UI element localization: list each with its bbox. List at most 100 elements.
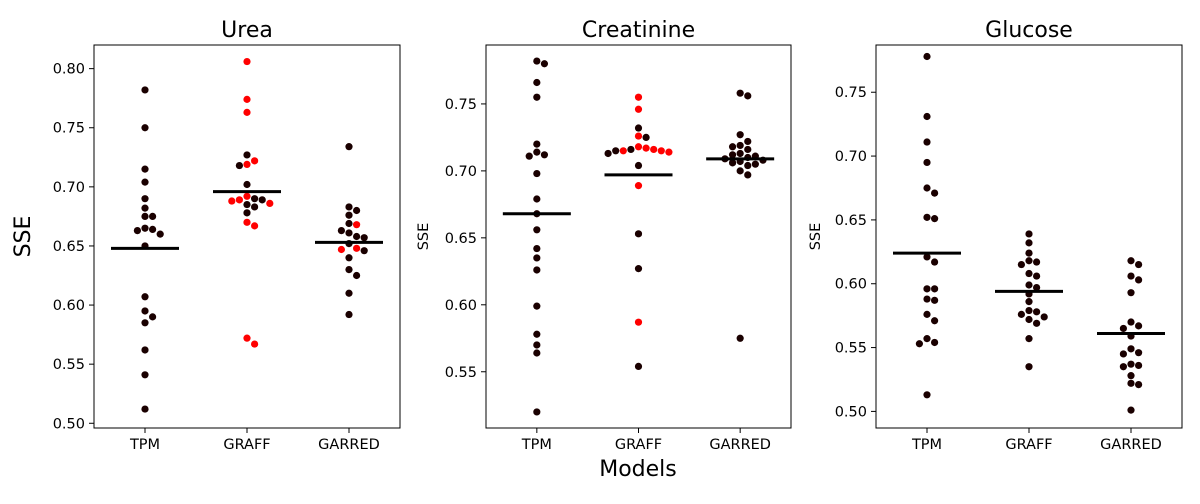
y-tick-label: 0.50 xyxy=(835,404,867,420)
data-point xyxy=(923,335,931,343)
data-point xyxy=(141,204,149,212)
data-point xyxy=(923,295,931,303)
data-point xyxy=(604,149,612,158)
data-point xyxy=(149,225,157,234)
data-point xyxy=(141,212,149,221)
data-point xyxy=(533,349,541,357)
data-point xyxy=(634,182,643,190)
data-point xyxy=(235,196,243,204)
panel-glucose: Glucose 0.50 0.55 0.60 0.65 0.70 0.75 SSE TPM GRA… xyxy=(808,18,1183,453)
data-point xyxy=(1040,313,1048,321)
panel-creatinine: Creatinine 0.55 0.60 0.65 0.70 0.75 SSE TPM GRAF… xyxy=(416,18,792,453)
data-point xyxy=(243,160,251,168)
data-point xyxy=(141,293,149,301)
data-point xyxy=(1025,298,1033,306)
data-point xyxy=(525,152,533,160)
data-point xyxy=(345,219,353,228)
data-point xyxy=(141,178,149,186)
data-point xyxy=(657,147,665,155)
data-point xyxy=(1025,363,1033,371)
data-point xyxy=(141,224,149,232)
y-tick-label: 0.60 xyxy=(445,298,477,314)
data-point xyxy=(1135,361,1143,370)
data-point xyxy=(931,215,939,223)
data-point xyxy=(251,222,259,230)
y-tick-label: 0.50 xyxy=(53,416,85,432)
y-tick-label: 0.70 xyxy=(835,149,867,165)
data-point xyxy=(1025,335,1033,343)
data-point xyxy=(634,93,643,101)
data-point xyxy=(1127,372,1135,380)
data-point xyxy=(736,131,744,139)
data-point xyxy=(533,244,541,253)
data-point xyxy=(1127,345,1135,353)
y-axis-label: SSE xyxy=(11,216,36,258)
data-point xyxy=(1033,258,1041,266)
data-point xyxy=(736,149,744,158)
data-point xyxy=(634,230,643,238)
data-point xyxy=(251,340,259,348)
data-point xyxy=(1119,324,1127,333)
y-tick-label: 0.70 xyxy=(53,180,85,196)
data-point xyxy=(923,285,931,293)
data-point xyxy=(243,151,251,159)
data-point xyxy=(360,234,368,242)
data-point xyxy=(642,144,650,152)
data-point xyxy=(1119,363,1127,371)
data-point xyxy=(133,226,141,235)
y-tick-label: 0.75 xyxy=(835,85,867,101)
data-point xyxy=(1025,257,1033,265)
data-point xyxy=(345,254,353,262)
data-point xyxy=(228,197,236,205)
data-point xyxy=(1127,360,1135,368)
data-point xyxy=(149,313,157,321)
data-point xyxy=(736,167,744,175)
y-tick-label: 0.60 xyxy=(835,277,867,293)
data-point xyxy=(634,318,643,326)
data-point xyxy=(627,145,635,154)
panel-title: Creatinine xyxy=(582,18,695,43)
data-point xyxy=(1135,260,1143,269)
data-point xyxy=(141,346,149,354)
data-point xyxy=(243,334,251,342)
data-point xyxy=(612,147,620,155)
data-point xyxy=(243,200,251,209)
data-point xyxy=(744,171,752,179)
data-point xyxy=(533,148,541,156)
data-point xyxy=(1033,308,1041,316)
x-tick-label: GRAFF xyxy=(1005,437,1052,453)
data-point xyxy=(149,212,157,221)
y-tick-label: 0.65 xyxy=(445,231,477,247)
data-point xyxy=(141,405,149,413)
data-point xyxy=(923,213,931,221)
x-tick-label: GRAFF xyxy=(615,437,662,453)
data-point xyxy=(345,203,353,211)
data-point xyxy=(533,140,541,148)
data-point xyxy=(1127,289,1135,297)
data-point xyxy=(156,230,164,238)
figure-x-axis-label: Models xyxy=(599,457,677,482)
y-tick-label: 0.60 xyxy=(53,298,85,314)
data-point xyxy=(728,159,737,167)
data-point xyxy=(931,285,939,293)
data-point xyxy=(243,108,251,116)
data-point xyxy=(1135,349,1143,357)
data-point xyxy=(923,253,931,261)
data-point xyxy=(533,169,541,178)
data-point xyxy=(533,330,541,338)
data-point xyxy=(1025,306,1033,315)
data-point xyxy=(751,160,759,168)
panel-urea: Urea 0.50 0.55 0.60 0.65 0.70 0.75 0.80 SSE TPM GR… xyxy=(11,18,401,453)
data-point xyxy=(141,165,149,173)
data-point xyxy=(533,57,541,65)
data-point xyxy=(931,338,939,347)
panel-title: Urea xyxy=(221,18,273,43)
data-point xyxy=(1025,269,1033,278)
data-point xyxy=(915,340,924,348)
data-point xyxy=(634,132,643,140)
data-point xyxy=(923,158,931,167)
data-point xyxy=(251,157,259,165)
x-tick-label: TPM xyxy=(129,437,160,453)
